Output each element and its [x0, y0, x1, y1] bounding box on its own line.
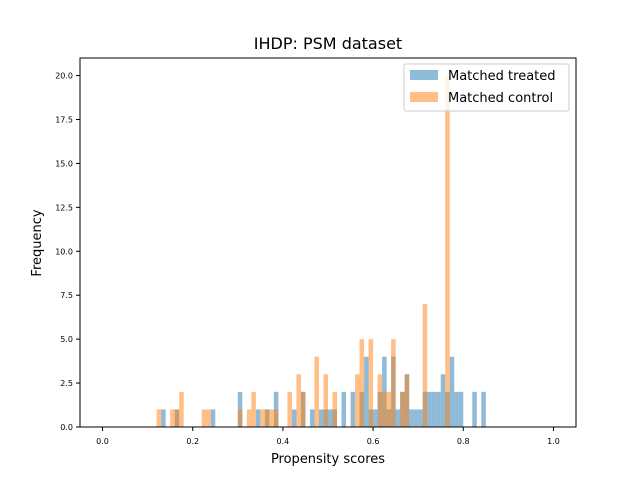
bar-matched-control	[296, 374, 301, 427]
bar-matched-treated	[318, 409, 324, 427]
bar-matched-control	[355, 374, 360, 427]
bar-matched-treated	[350, 391, 356, 427]
bar-matched-control	[269, 409, 274, 427]
legend-swatch-control	[410, 92, 438, 102]
legend: Matched treated Matched control	[403, 63, 570, 112]
bar-matched-control	[386, 391, 392, 427]
bar-matched-treated	[210, 409, 216, 427]
bar-matched-treated	[255, 409, 261, 427]
bar-matched-control	[156, 409, 162, 427]
y-tick-label: 5.0	[60, 335, 73, 344]
bar-matched-control	[201, 409, 207, 427]
bar-matched-treated	[409, 409, 414, 427]
bar-matched-control	[391, 339, 396, 427]
bar-matched-treated	[373, 409, 378, 427]
bar-matched-treated	[481, 391, 486, 427]
y-tick-label: 17.5	[55, 116, 73, 125]
bar-matched-control	[237, 409, 243, 427]
bar-matched-control	[206, 409, 211, 427]
bars-layer	[156, 75, 486, 428]
y-tick-label: 15.0	[55, 159, 73, 168]
bar-matched-treated	[309, 409, 315, 427]
x-tick-label: 0.2	[186, 437, 199, 446]
bar-matched-control	[323, 374, 328, 427]
bar-matched-treated	[364, 356, 369, 427]
bar-matched-control	[359, 339, 365, 427]
bar-matched-treated	[413, 409, 419, 427]
bar-matched-treated	[431, 391, 437, 427]
y-tick-label: 12.5	[55, 203, 73, 212]
y-axis-label: Frequency	[30, 209, 45, 276]
bar-matched-treated	[449, 356, 455, 427]
bar-matched-treated	[418, 409, 423, 427]
bar-matched-control	[246, 409, 252, 427]
legend-box	[403, 63, 570, 112]
y-tick-label: 7.5	[60, 291, 73, 300]
legend-label-treated: Matched treated	[448, 69, 556, 84]
bar-matched-control	[368, 339, 374, 427]
bar-matched-control	[445, 75, 450, 428]
bar-matched-treated	[472, 391, 477, 427]
x-axis-ticks: 0.0 0.2 0.4 0.6 0.8 1.0	[96, 427, 560, 446]
bar-matched-control	[273, 409, 279, 427]
bar-matched-treated	[161, 409, 166, 427]
bar-matched-control	[264, 409, 270, 427]
bar-matched-control	[377, 374, 383, 427]
legend-label-control: Matched control	[448, 91, 553, 106]
y-tick-label: 2.5	[60, 379, 73, 388]
bar-matched-control	[400, 391, 405, 427]
bar-matched-control	[332, 391, 338, 427]
y-tick-label: 0.0	[60, 423, 73, 432]
bar-matched-control	[260, 409, 265, 427]
bar-matched-treated	[436, 391, 441, 427]
bar-matched-control	[404, 374, 410, 427]
bar-matched-control	[314, 356, 319, 427]
x-tick-label: 1.0	[547, 437, 560, 446]
x-tick-label: 0.4	[277, 437, 290, 446]
x-tick-label: 0.6	[367, 437, 380, 446]
bar-matched-treated	[341, 391, 347, 427]
bar-matched-treated	[328, 409, 333, 427]
bar-matched-control	[300, 391, 306, 427]
chart-title: IHDP: PSM dataset	[254, 34, 402, 53]
bar-matched-control	[251, 391, 256, 427]
bar-matched-control	[170, 409, 175, 427]
bar-matched-control	[179, 391, 184, 427]
bar-matched-treated	[454, 391, 459, 427]
bar-matched-treated	[427, 391, 432, 427]
y-axis-ticks: 0.0 2.5 5.0 7.5 10.0 12.5 15.0 17.5 20.0	[55, 72, 80, 432]
bar-matched-control	[422, 304, 428, 427]
bar-matched-treated	[440, 374, 446, 427]
bar-matched-treated	[395, 409, 401, 427]
x-tick-label: 0.8	[457, 437, 470, 446]
bar-matched-treated	[291, 409, 297, 427]
bar-matched-control	[382, 391, 387, 427]
legend-swatch-treated	[410, 70, 438, 80]
x-tick-label: 0.0	[96, 437, 109, 446]
bar-matched-control	[174, 409, 180, 427]
y-tick-label: 20.0	[55, 72, 73, 81]
bar-matched-treated	[458, 391, 464, 427]
bar-matched-control	[287, 391, 292, 427]
plot-frame	[79, 57, 577, 428]
x-axis-label: Propensity scores	[271, 452, 385, 467]
y-tick-label: 10.0	[55, 247, 73, 256]
